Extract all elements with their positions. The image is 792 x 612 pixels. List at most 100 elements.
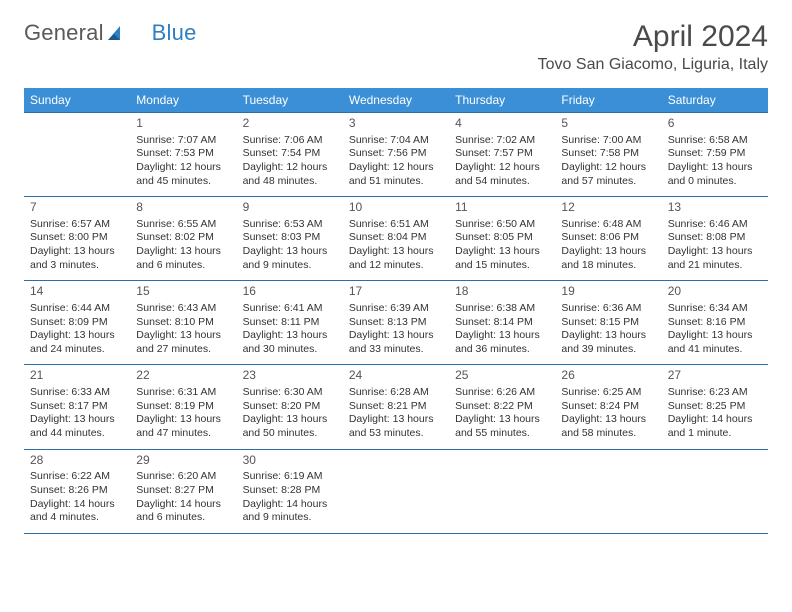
sunset-text: Sunset: 7:59 PM xyxy=(668,147,762,161)
sunset-text: Sunset: 8:10 PM xyxy=(136,316,230,330)
sunset-text: Sunset: 8:19 PM xyxy=(136,400,230,414)
sunrise-text: Sunrise: 6:26 AM xyxy=(455,386,549,400)
sunset-text: Sunset: 8:09 PM xyxy=(30,316,124,330)
title-block: April 2024 Tovo San Giacomo, Liguria, It… xyxy=(538,20,768,74)
calendar-cell xyxy=(343,449,449,533)
sunrise-text: Sunrise: 7:07 AM xyxy=(136,134,230,148)
daylight-text: Daylight: 12 hours and 51 minutes. xyxy=(349,161,443,188)
sunrise-text: Sunrise: 6:20 AM xyxy=(136,470,230,484)
calendar-cell: 2Sunrise: 7:06 AMSunset: 7:54 PMDaylight… xyxy=(237,113,343,197)
day-number: 10 xyxy=(349,200,443,216)
calendar-cell: 11Sunrise: 6:50 AMSunset: 8:05 PMDayligh… xyxy=(449,197,555,281)
calendar-row: 28Sunrise: 6:22 AMSunset: 8:26 PMDayligh… xyxy=(24,449,768,533)
calendar-cell: 12Sunrise: 6:48 AMSunset: 8:06 PMDayligh… xyxy=(555,197,661,281)
daylight-text: Daylight: 13 hours and 6 minutes. xyxy=(136,245,230,272)
daylight-text: Daylight: 13 hours and 33 minutes. xyxy=(349,329,443,356)
daylight-text: Daylight: 12 hours and 57 minutes. xyxy=(561,161,655,188)
daylight-text: Daylight: 13 hours and 55 minutes. xyxy=(455,413,549,440)
day-header: Friday xyxy=(555,88,661,113)
sunrise-text: Sunrise: 6:43 AM xyxy=(136,302,230,316)
logo-text-general: General xyxy=(24,20,104,46)
sunrise-text: Sunrise: 6:57 AM xyxy=(30,218,124,232)
daylight-text: Daylight: 13 hours and 30 minutes. xyxy=(243,329,337,356)
calendar-row: 14 Sunrise: 6:44 AMSunset: 8:09 PM Dayligh… xyxy=(24,281,768,365)
day-number: 19 xyxy=(561,284,655,300)
daylight-text: Daylight: 13 hours and 53 minutes. xyxy=(349,413,443,440)
sunset-text: Sunset: 8:08 PM xyxy=(668,231,762,245)
sunset-text: Sunset: 8:13 PM xyxy=(349,316,443,330)
sunrise-text: Sunrise: 6:34 AM xyxy=(668,302,762,316)
sunset-text: Sunset: 8:24 PM xyxy=(561,400,655,414)
header: General Blue April 2024 Tovo San Giacomo… xyxy=(24,20,768,74)
calendar-cell: 19Sunrise: 6:36 AMSunset: 8:15 PMDayligh… xyxy=(555,281,661,365)
daylight-text: Daylight: 13 hours and 15 minutes. xyxy=(455,245,549,272)
day-number: 5 xyxy=(561,116,655,132)
calendar-cell: 27Sunrise: 6:23 AMSunset: 8:25 PMDayligh… xyxy=(662,365,768,449)
calendar-cell: 6Sunrise: 6:58 AMSunset: 7:59 PMDaylight… xyxy=(662,113,768,197)
sunset-text: Sunset: 8:04 PM xyxy=(349,231,443,245)
sunrise-text: Sunrise: 7:04 AM xyxy=(349,134,443,148)
day-header: Thursday xyxy=(449,88,555,113)
sunrise-text: Sunrise: 6:48 AM xyxy=(561,218,655,232)
sunrise-text: Sunrise: 6:25 AM xyxy=(561,386,655,400)
day-number: 14 xyxy=(30,284,124,300)
day-number: 4 xyxy=(455,116,549,132)
day-number: 22 xyxy=(136,368,230,384)
calendar-cell: 22 Sunrise: 6:31 AMSunset: 8:19 PMDayligh… xyxy=(130,365,236,449)
calendar-cell: 24 Sunrise: 6:28 AMSunset: 8:21 PMDayligh… xyxy=(343,365,449,449)
calendar-head: Sunday Monday Tuesday Wednesday Thursday… xyxy=(24,88,768,113)
sunrise-text: Sunrise: 6:28 AM xyxy=(349,386,443,400)
sunset-text: Sunset: 8:21 PM xyxy=(349,400,443,414)
daylight-text: Daylight: 13 hours and 39 minutes. xyxy=(561,329,655,356)
daylight-text: Daylight: 14 hours and 4 minutes. xyxy=(30,498,124,525)
sunrise-text: Sunrise: 6:41 AM xyxy=(243,302,337,316)
daylight-text: Daylight: 12 hours and 45 minutes. xyxy=(136,161,230,188)
sunset-text: Sunset: 8:17 PM xyxy=(30,400,124,414)
calendar-cell: 16Sunrise: 6:41 AMSunset: 8:11 PMDayligh… xyxy=(237,281,343,365)
daylight-text: Daylight: 13 hours and 41 minutes. xyxy=(668,329,762,356)
sunrise-text: Sunrise: 6:44 AM xyxy=(30,302,124,316)
day-number: 23 xyxy=(243,368,337,384)
calendar-cell: 8Sunrise: 6:55 AMSunset: 8:02 PMDaylight… xyxy=(130,197,236,281)
day-number: 21 xyxy=(30,368,124,384)
calendar-cell: 30Sunrise: 6:19 AMSunset: 8:28 PMDayligh… xyxy=(237,449,343,533)
sunset-text: Sunset: 7:53 PM xyxy=(136,147,230,161)
calendar-cell: 28Sunrise: 6:22 AMSunset: 8:26 PMDayligh… xyxy=(24,449,130,533)
daylight-text: Daylight: 13 hours and 18 minutes. xyxy=(561,245,655,272)
sunset-text: Sunset: 8:27 PM xyxy=(136,484,230,498)
day-header-row: Sunday Monday Tuesday Wednesday Thursday… xyxy=(24,88,768,113)
sunrise-text: Sunrise: 6:36 AM xyxy=(561,302,655,316)
calendar-cell: 18Sunrise: 6:38 AMSunset: 8:14 PMDayligh… xyxy=(449,281,555,365)
sunset-text: Sunset: 8:11 PM xyxy=(243,316,337,330)
daylight-text: Daylight: 13 hours and 47 minutes. xyxy=(136,413,230,440)
daylight-text: Daylight: 14 hours and 1 minute. xyxy=(668,413,762,440)
logo: General Blue xyxy=(24,20,197,46)
calendar-cell: 14Sunrise: 6:44 AMSunset: 8:09 PMDayligh… xyxy=(24,281,130,365)
day-header: Wednesday xyxy=(343,88,449,113)
sunset-text: Sunset: 8:16 PM xyxy=(668,316,762,330)
day-number: 17 xyxy=(349,284,443,300)
sunset-text: Sunset: 8:00 PM xyxy=(30,231,124,245)
daylight-text: Daylight: 14 hours and 9 minutes. xyxy=(243,498,337,525)
calendar-cell: 9Sunrise: 6:53 AMSunset: 8:03 PMDaylight… xyxy=(237,197,343,281)
sunrise-text: Sunrise: 6:58 AM xyxy=(668,134,762,148)
calendar-cell: 29Sunrise: 6:20 AMSunset: 8:27 PMDayligh… xyxy=(130,449,236,533)
sunrise-text: Sunrise: 6:50 AM xyxy=(455,218,549,232)
day-header: Tuesday xyxy=(237,88,343,113)
daylight-text: Daylight: 13 hours and 58 minutes. xyxy=(561,413,655,440)
calendar-cell: 20Sunrise: 6:34 AMSunset: 8:16 PMDayligh… xyxy=(662,281,768,365)
daylight-text: Daylight: 13 hours and 12 minutes. xyxy=(349,245,443,272)
calendar-cell: 21Sunrise: 6:33 AMSunset: 8:17 PMDayligh… xyxy=(24,365,130,449)
sunrise-text: Sunrise: 6:55 AM xyxy=(136,218,230,232)
sunset-text: Sunset: 8:14 PM xyxy=(455,316,549,330)
day-header: Saturday xyxy=(662,88,768,113)
day-number: 24 xyxy=(349,368,443,384)
calendar-cell: 3Sunrise: 7:04 AMSunset: 7:56 PMDaylight… xyxy=(343,113,449,197)
calendar-cell: 13Sunrise: 6:46 AMSunset: 8:08 PMDayligh… xyxy=(662,197,768,281)
day-number: 13 xyxy=(668,200,762,216)
day-number: 29 xyxy=(136,453,230,469)
sunrise-text: Sunrise: 6:31 AM xyxy=(136,386,230,400)
calendar-cell xyxy=(449,449,555,533)
sunset-text: Sunset: 8:20 PM xyxy=(243,400,337,414)
day-number: 15 xyxy=(136,284,230,300)
